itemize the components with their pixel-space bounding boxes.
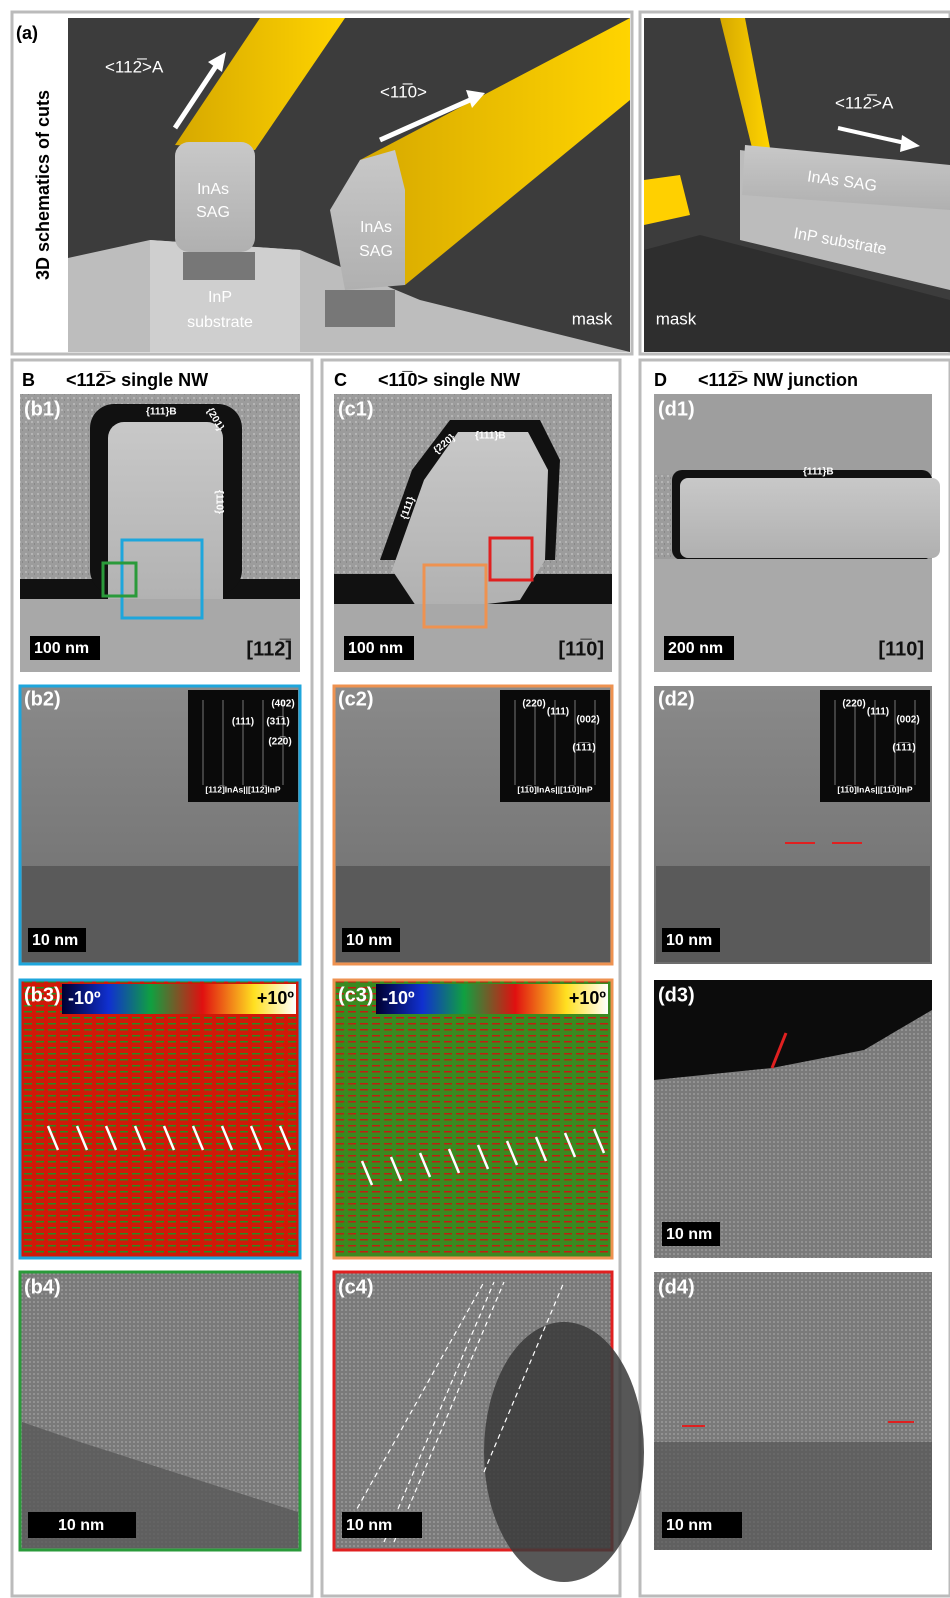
label: (d2) <box>658 688 695 710</box>
label: <112̅>A <box>105 57 164 76</box>
label: 100 nm <box>34 640 89 657</box>
label: InP <box>208 289 232 306</box>
label: +10º <box>257 988 295 1008</box>
label: (a) <box>16 23 38 43</box>
label: (c2) <box>338 688 374 710</box>
substrate <box>20 599 300 672</box>
label: 3D schematics of cuts <box>33 90 53 280</box>
label: 100 nm <box>348 640 403 657</box>
label: (111) <box>232 717 254 728</box>
label: {111}B <box>146 407 177 418</box>
label: InAs <box>197 181 229 198</box>
label: B <box>22 370 35 390</box>
label: <112̅> NW junction <box>698 370 858 390</box>
label: <11̅0> <box>380 82 427 101</box>
substrate <box>484 1322 644 1582</box>
image <box>334 980 612 1258</box>
label: [11̅0]InAs||[11̅0]InP <box>517 784 592 794</box>
label: (d3) <box>658 984 695 1006</box>
label: (111) <box>547 707 569 718</box>
label: 10 nm <box>666 932 712 949</box>
label: substrate <box>187 314 253 331</box>
label: (402) <box>271 699 294 710</box>
label: [11̅0] <box>558 638 604 660</box>
label: {111}B <box>475 431 506 442</box>
label: 10 nm <box>346 1517 392 1534</box>
label: SAG <box>359 243 393 260</box>
label: (b2) <box>24 688 61 710</box>
label: {110} <box>213 490 224 514</box>
label: mask <box>572 309 613 328</box>
label: D <box>654 370 667 390</box>
label: C <box>334 370 347 390</box>
label: [112̅] <box>246 638 292 660</box>
label: SAG <box>196 204 230 221</box>
label: (c4) <box>338 1276 374 1298</box>
label: (d1) <box>658 398 695 420</box>
label: (b1) <box>24 398 61 420</box>
label: {111}B <box>803 467 834 478</box>
label: <112̅>A <box>835 93 894 112</box>
label: 200 nm <box>668 640 723 657</box>
image <box>20 980 300 1258</box>
label: (220) <box>522 699 545 710</box>
label: (22̅0) <box>268 736 291 748</box>
label: (220) <box>842 699 865 710</box>
label: <11̅0> single NW <box>378 370 520 390</box>
cross-section <box>183 252 255 280</box>
label: +10º <box>569 988 607 1008</box>
figure: (a) 3D schematics of cuts <112̅>A <11̅0> <11… <box>0 0 950 1598</box>
nanowire <box>680 478 940 558</box>
label: (31̅1) <box>266 716 289 728</box>
label: 10 nm <box>32 932 78 949</box>
label: (111) <box>867 707 889 718</box>
label: [110] <box>878 638 924 660</box>
cross-section <box>325 290 395 327</box>
nanowire <box>108 422 223 617</box>
label: 10 nm <box>666 1226 712 1243</box>
label: (c3) <box>338 984 374 1006</box>
label: 10 nm <box>58 1517 104 1534</box>
label: (1̅1̅1) <box>892 742 915 754</box>
label: [11̅0]InAs||[11̅0]InP <box>837 784 912 794</box>
label: (1̅1̅1) <box>572 742 595 754</box>
label: -10º <box>68 988 101 1008</box>
label: (002) <box>576 715 599 726</box>
label: mask <box>656 309 697 328</box>
label: [112̅]InAs||[112̅]InP <box>205 784 280 794</box>
label: 10 nm <box>666 1517 712 1534</box>
label: (b3) <box>24 984 61 1006</box>
label: <112̅> single NW <box>66 370 208 390</box>
label: (b4) <box>24 1276 61 1298</box>
label: (002) <box>896 715 919 726</box>
label: 10 nm <box>346 932 392 949</box>
columns <box>20 394 940 1582</box>
image <box>654 394 932 474</box>
label: InAs <box>360 219 392 236</box>
label: -10º <box>382 988 415 1008</box>
label: (d4) <box>658 1276 695 1298</box>
label: (c1) <box>338 398 374 420</box>
